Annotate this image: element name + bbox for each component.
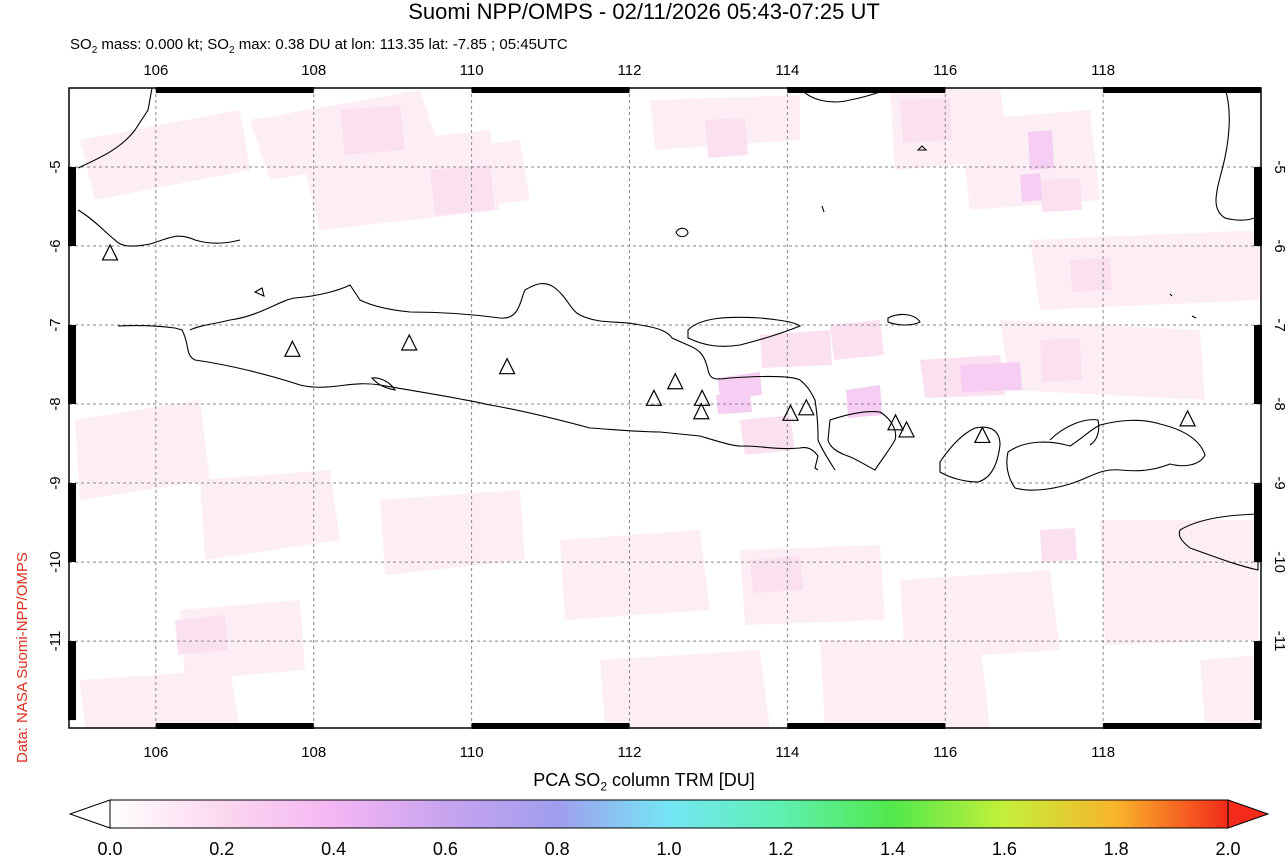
colorbar-tick-label: 0.6 [432,839,458,859]
lon-label-bottom: 108 [301,744,326,761]
tick-bar-top [471,87,630,93]
lon-label-top: 114 [775,62,799,79]
lon-label-top: 110 [460,62,484,79]
colorbar [68,799,1270,829]
coastlines [77,88,1259,571]
so2-pixels [75,88,1260,728]
lon-label-top: 108 [301,62,326,79]
tick-bar-bottom [1103,723,1261,729]
lon-label-top: 118 [1091,62,1115,79]
lat-label-left: -5 [47,160,64,173]
colorbar-tick-label: 0.8 [544,839,570,859]
colorbar-tick-label: 1.0 [656,839,682,859]
lat-label-right: -8 [1271,397,1288,410]
tick-bar-right [1254,641,1262,721]
axis-bars [68,87,1262,729]
colorbar-tick-label: 2.0 [1215,839,1241,859]
lat-label-left: -8 [47,397,64,410]
lon-label-top: 106 [143,62,168,79]
lon-label-bottom: 106 [143,744,168,761]
axis-labels: 106 106 108 108 110 110 112 112 114 114 116 116 118 1… [47,62,1288,761]
lon-label-top: 112 [618,62,642,79]
lat-label-right: -11 [1271,631,1288,652]
colorbar-tick-label: 0.4 [321,839,347,859]
tick-bar-bottom [471,723,630,729]
tick-bar-right [1254,167,1262,247]
colorbar-tick-label: 0.0 [97,839,123,859]
tick-bar-left [68,167,76,247]
lon-label-bottom: 118 [1091,744,1115,761]
volcano-icon [692,402,710,420]
page-title: Suomi NPP/OMPS - 02/11/2026 05:43-07:25 … [408,0,880,24]
tick-bar-left [68,483,76,563]
lon-label-bottom: 110 [460,744,484,761]
lat-label-left: -9 [47,476,64,489]
colorbar-tick-label: 0.2 [209,839,235,859]
tick-bar-left [68,641,76,721]
tick-bar-right [1254,483,1262,563]
graticule [69,88,1261,728]
volcano-icon [1179,409,1197,427]
volcano-icon [898,420,916,438]
volcano-icon [887,413,904,431]
lat-label-right: -6 [1271,239,1288,252]
colorbar-tick-label: 1.2 [768,839,794,859]
lon-label-bottom: 114 [775,744,799,761]
volcano-icon [498,357,516,375]
volcano-icon [797,398,815,416]
volcano-icon [283,339,301,357]
lat-label-left: -10 [47,551,64,573]
colorbar-tick-label: 1.8 [1103,839,1129,859]
volcano-icon [666,372,684,390]
lat-label-right: -10 [1271,551,1288,573]
volcano-icon [973,426,991,444]
map-frame [68,87,1262,729]
tick-bar-top [155,87,314,93]
volcano-icon [645,388,663,406]
so2-summary: SO2 mass: 0.000 kt; SO2 max: 0.38 DU at … [70,36,568,56]
lat-label-right: -5 [1271,160,1288,173]
tick-bar-top [1103,87,1261,93]
tick-bar-left [68,325,76,405]
lon-label-top: 116 [933,62,957,79]
lat-label-left: -7 [47,318,64,331]
lon-label-bottom: 116 [933,744,957,761]
tick-bar-right [1254,325,1262,405]
volcano-icon [400,333,418,351]
lat-label-right: -9 [1271,476,1288,489]
lat-label-right: -7 [1271,318,1288,331]
tick-bar-bottom [787,723,946,729]
volcano-icon [782,403,799,421]
lon-label-bottom: 112 [618,744,642,761]
colorbar-tick-label: 1.4 [880,839,906,859]
volcano-icon [693,388,711,406]
tick-bar-top [787,87,946,93]
lat-label-left: -6 [47,239,64,252]
colorbar-label: PCA SO2 column TRM [DU] [533,770,755,794]
tick-bar-bottom [155,723,314,729]
colorbar-tick-label: 1.6 [991,839,1017,859]
volcano-markers [101,243,1197,444]
volcano-icon [101,243,119,261]
lat-label-left: -11 [47,631,64,652]
